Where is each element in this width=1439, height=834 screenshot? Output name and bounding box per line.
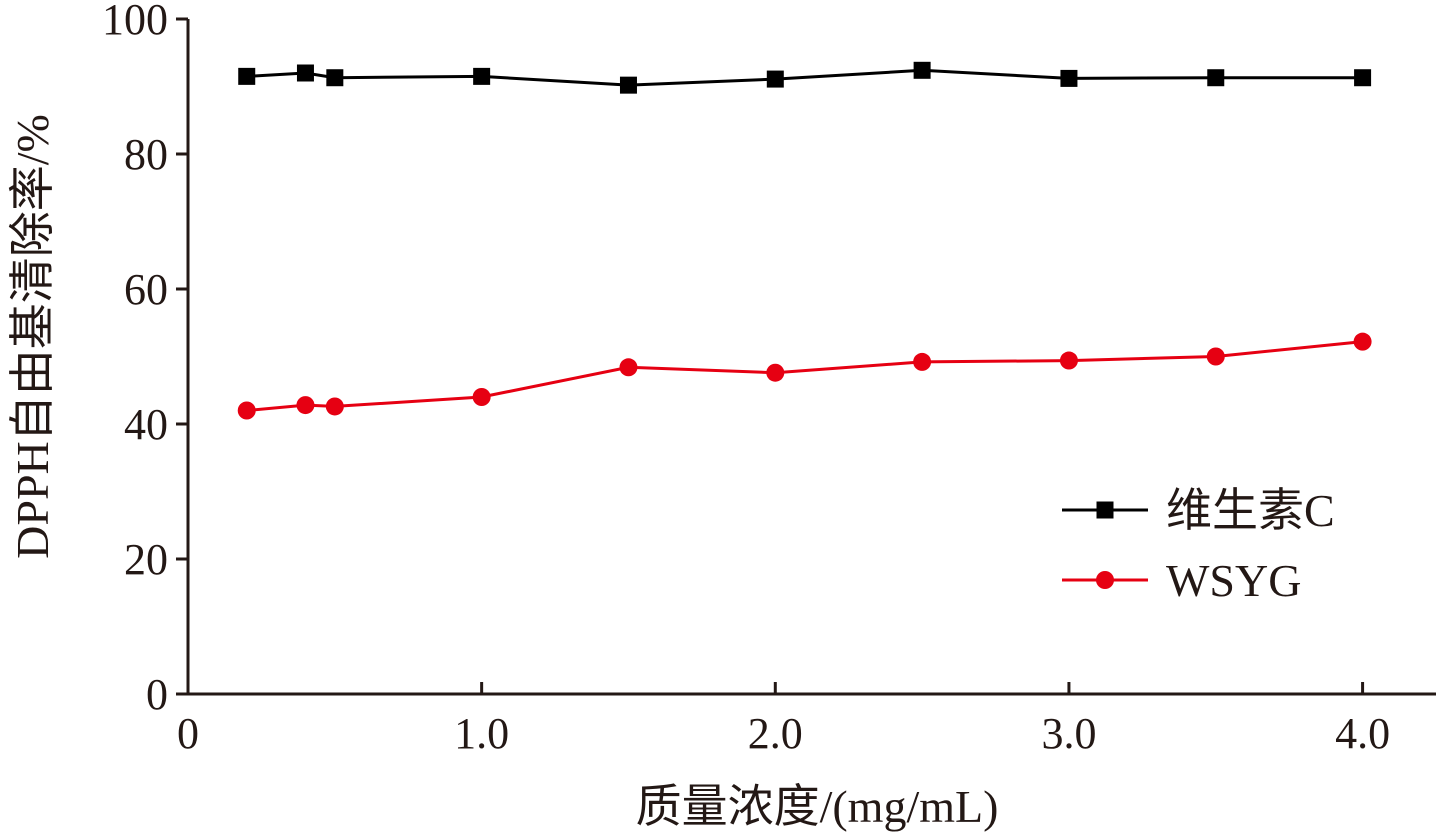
data-point-marker (325, 397, 344, 416)
data-point-marker (1096, 571, 1114, 589)
data-point-marker (913, 61, 931, 79)
data-point-marker (1206, 347, 1225, 366)
data-point-marker (1096, 501, 1114, 519)
y-tick-label: 20 (124, 535, 168, 584)
x-tick-label: 4.0 (1335, 709, 1390, 758)
y-axis-title: DPPH自由基清除率/% (7, 114, 58, 559)
series-line (246, 340, 1363, 412)
axes (186, 19, 1436, 696)
data-point-marker (326, 69, 344, 87)
x-tick-label: 0 (177, 709, 199, 758)
y-tick-label: 40 (124, 400, 168, 449)
data-point-marker (1059, 351, 1078, 370)
series-1 (238, 61, 1372, 94)
legend-label: 维生素C (1166, 485, 1335, 536)
data-point-marker (1353, 332, 1372, 351)
x-axis-title: 质量浓度/(mg/mL) (636, 781, 999, 832)
data-point-marker (913, 352, 932, 371)
data-point-marker (766, 70, 784, 88)
x-tick-label: 3.0 (1041, 709, 1096, 758)
data-point-marker (296, 64, 314, 82)
data-point-marker (1207, 69, 1225, 87)
data-point-marker (237, 401, 256, 420)
data-point-marker (766, 363, 785, 382)
legend-item: 维生素C (1062, 485, 1335, 536)
data-point-marker (472, 388, 491, 406)
series-layer (237, 61, 1372, 420)
y-tick-label: 0 (146, 670, 168, 719)
x-tick-label: 1.0 (454, 709, 509, 758)
data-point-marker (619, 358, 638, 377)
data-point-marker (619, 76, 637, 94)
x-axis-ticks: 0 1.0 2.0 3.0 4.0 (177, 682, 1390, 758)
y-tick-label: 100 (102, 0, 168, 44)
y-tick-label: 60 (124, 265, 168, 314)
data-point-marker (1060, 69, 1078, 87)
legend-item: WSYG (1062, 555, 1301, 606)
data-point-marker (238, 67, 256, 85)
series-2 (237, 332, 1372, 420)
x-tick-label: 2.0 (748, 709, 803, 758)
y-axis-ticks: 0 20 40 60 80 100 (102, 0, 188, 719)
legend: 维生素C WSYG (1062, 485, 1335, 606)
series-line (246, 68, 1363, 87)
data-point-marker (1354, 69, 1372, 87)
data-point-marker (296, 396, 315, 415)
y-tick-label: 80 (124, 130, 168, 179)
data-point-marker (473, 67, 491, 85)
legend-label: WSYG (1166, 555, 1301, 606)
